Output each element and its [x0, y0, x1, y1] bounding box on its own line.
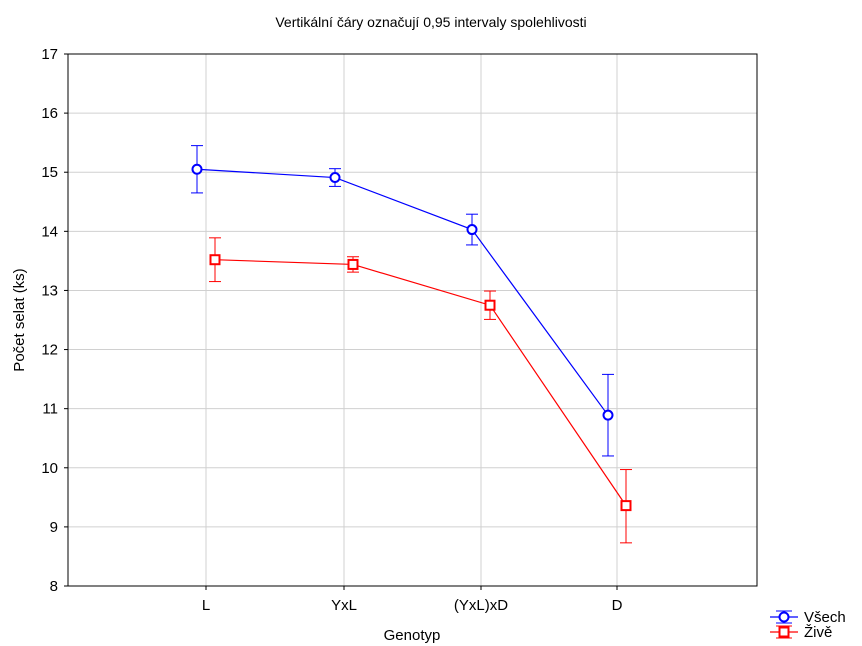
y-tick-label: 16 [41, 105, 58, 122]
y-axis: 8 9 10 11 12 13 14 15 16 17 [41, 46, 68, 595]
y-tick-label: 9 [50, 519, 58, 536]
series-1-point [602, 409, 614, 421]
series-1-point [466, 224, 478, 236]
chart-title: Vertikální čáry označují 0,95 intervaly … [275, 14, 586, 30]
y-tick-label: 17 [41, 46, 58, 63]
series-2-point [484, 299, 496, 311]
legend-item-2-marker [778, 626, 790, 638]
series-2-line [214, 259, 627, 506]
x-axis: L YxL (YxL)xD D [202, 586, 623, 614]
y-tick-label: 12 [41, 342, 58, 359]
series-1-point [329, 172, 341, 184]
series-1-point [191, 163, 203, 175]
x-tick-label: D [612, 597, 623, 614]
series-1-line [196, 168, 609, 416]
x-tick-label: (YxL)xD [454, 597, 508, 614]
y-tick-label: 8 [50, 578, 58, 595]
legend-item-2-label: Živě [804, 624, 832, 641]
y-axis-label: Počet selat (ks) [11, 268, 28, 371]
x-tick-label: YxL [331, 597, 357, 614]
x-tick-label: L [202, 597, 210, 614]
legend-item-1-marker [778, 611, 790, 623]
y-tick-label: 14 [41, 223, 58, 240]
y-tick-label: 15 [41, 164, 58, 181]
y-tick-label: 13 [41, 282, 58, 299]
y-tick-label: 10 [41, 460, 58, 477]
x-axis-label: Genotyp [384, 627, 441, 644]
grid-lines [68, 54, 757, 586]
series-2-point [209, 254, 221, 266]
legend-item-1-label: Všech [804, 609, 846, 626]
series-2-point [620, 500, 632, 512]
y-tick-label: 11 [42, 401, 58, 418]
series-group [191, 145, 632, 544]
series-2-point [347, 258, 359, 270]
plot-frame [67, 53, 758, 587]
